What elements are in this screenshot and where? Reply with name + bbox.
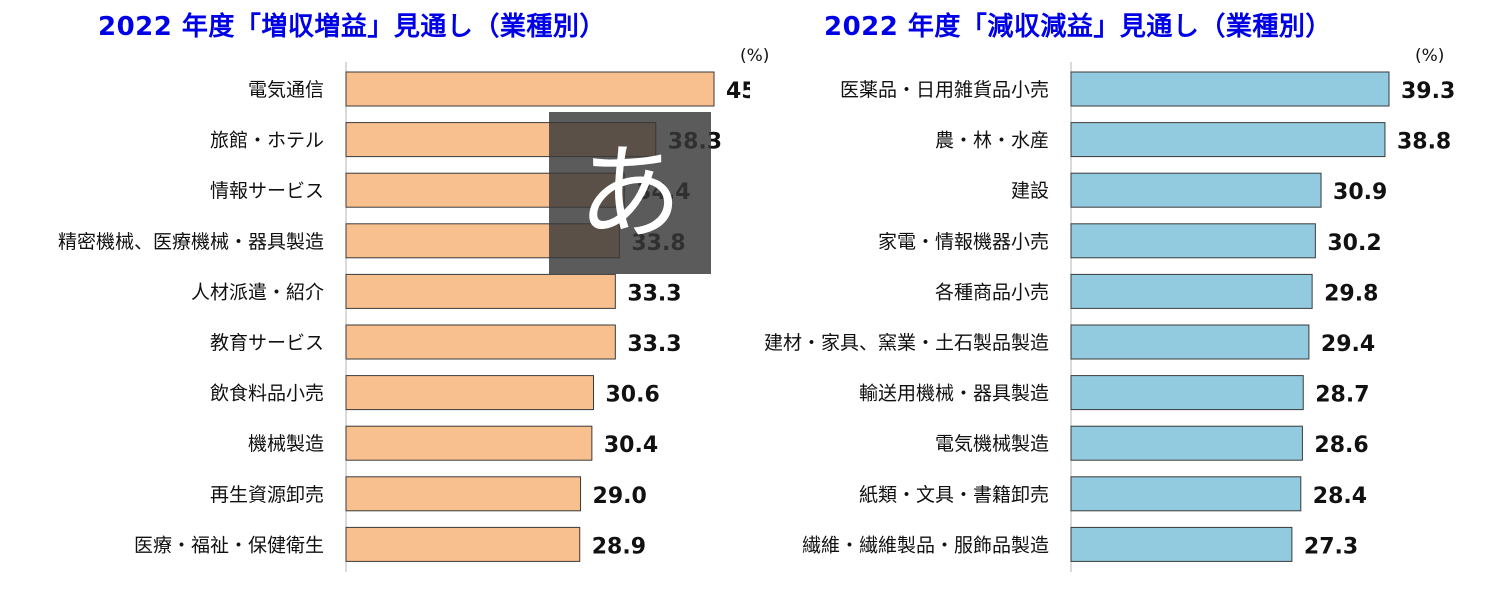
chart-panel-decrease: 2022 年度「減収減益」見通し（業種別） (%) 医薬品・日用雑貨品小売 39.… [750, 0, 1500, 600]
hiragana-a-icon: あ [577, 132, 682, 254]
category-label: 再生資源卸売 [210, 484, 324, 506]
value-label: 33.3 [627, 281, 681, 306]
value-label: 29.8 [1324, 281, 1378, 306]
bar-increase-5 [345, 324, 616, 360]
chart-title-increase: 2022 年度「増収増益」見通し（業種別） [98, 12, 606, 42]
bar-increase-0 [345, 71, 715, 107]
chart-title-decrease: 2022 年度「減収減益」見通し（業種別） [824, 12, 1332, 42]
value-label: 45.5 [726, 79, 750, 104]
category-label: 医薬品・日用雑貨品小売 [840, 79, 1049, 101]
unit-label-increase: (%) [740, 46, 770, 66]
value-label: 38.8 [1397, 130, 1451, 155]
value-label: 30.2 [1327, 231, 1381, 256]
category-label: 建材・家具、窯業・土石製品製造 [764, 332, 1049, 354]
bar-chart-decrease: 医薬品・日用雑貨品小売 39.3 農・林・水産 38.8 建設 30.9 家電・情報機器小売… [764, 62, 1455, 572]
value-label: 28.6 [1314, 433, 1368, 458]
value-label: 28.4 [1313, 484, 1367, 509]
value-label: 30.9 [1333, 180, 1387, 205]
value-label: 29.4 [1321, 332, 1375, 357]
bar-decrease-1 [1070, 122, 1386, 158]
bar-decrease-7 [1070, 425, 1303, 461]
category-label: 情報サービス [210, 180, 324, 202]
category-label: 繊維・繊維製品・服飾品製造 [802, 534, 1049, 556]
category-label: 機械製造 [248, 433, 324, 455]
bar-decrease-2 [1070, 172, 1322, 208]
bar-increase-4 [345, 273, 616, 309]
category-label: 電気通信 [248, 79, 324, 101]
ime-indicator-overlay: あ [549, 112, 711, 274]
bar-decrease-0 [1070, 71, 1390, 107]
category-label: 教育サービス [210, 332, 324, 354]
bar-decrease-3 [1070, 223, 1316, 259]
category-label: 家電・情報機器小売 [878, 231, 1049, 253]
category-label: 輸送用機械・器具製造 [859, 383, 1049, 405]
value-label: 29.0 [593, 484, 647, 509]
chart-panel-increase: 2022 年度「増収増益」見通し（業種別） (%) 電気通信 45.5 旅館・ホテル… [58, 12, 769, 572]
value-label: 28.9 [592, 534, 646, 559]
bar-increase-6 [345, 375, 594, 411]
value-label: 27.3 [1304, 534, 1358, 559]
bar-chart-increase: 電気通信45.5旅館・ホテル38.3情報サービス34.4精密機械、医療機械・器具… [58, 62, 750, 572]
category-label: 人材派遣・紹介 [191, 281, 324, 303]
value-label: 30.4 [604, 433, 658, 458]
value-label: 30.6 [605, 383, 659, 408]
bar-decrease-4 [1070, 273, 1313, 309]
category-label: 建設 [1011, 180, 1049, 202]
value-label: 39.3 [1401, 79, 1455, 104]
bar-decrease-8 [1070, 476, 1302, 512]
bar-decrease-6 [1070, 375, 1304, 411]
category-label: 電気機械製造 [935, 433, 1049, 455]
category-label: 紙類・文具・書籍卸売 [859, 484, 1049, 506]
value-label: 33.3 [627, 332, 681, 357]
bar-increase-9 [345, 526, 581, 562]
category-label: 医療・福祉・保健衛生 [134, 534, 324, 556]
bar-increase-8 [345, 476, 582, 512]
unit-label-decrease: (%) [1415, 46, 1445, 66]
category-label: 農・林・水産 [935, 130, 1049, 152]
bar-decrease-5 [1070, 324, 1310, 360]
category-label: 飲食料品小売 [210, 383, 324, 405]
category-label: 各種商品小売 [935, 281, 1049, 303]
bar-increase-7 [345, 425, 593, 461]
category-label: 精密機械、医療機械・器具製造 [58, 231, 324, 253]
value-label: 28.7 [1315, 383, 1369, 408]
category-label: 旅館・ホテル [210, 130, 324, 152]
bar-decrease-9 [1070, 526, 1293, 562]
